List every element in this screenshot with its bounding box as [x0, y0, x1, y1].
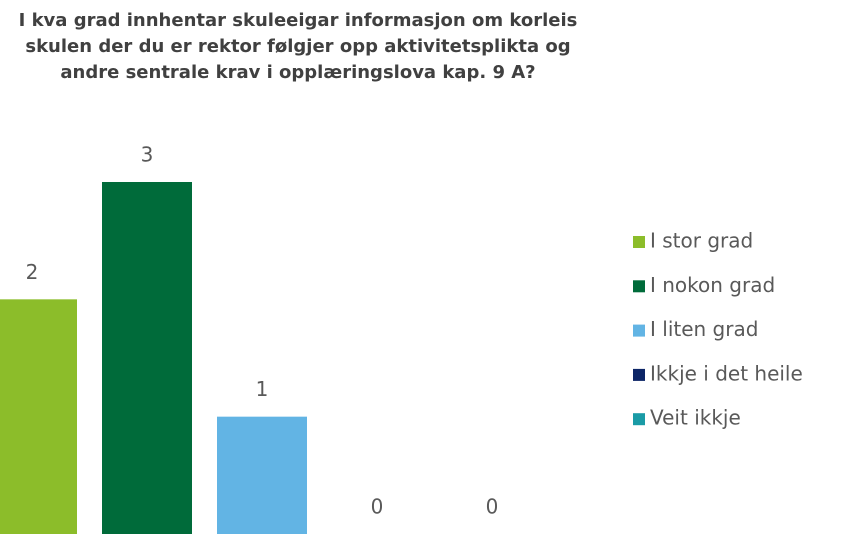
legend-label: Veit ikkje: [650, 406, 741, 430]
data-label: 1: [256, 377, 269, 401]
chart-title: I kva grad innhentar skuleeigar informas…: [18, 10, 578, 83]
legend-swatch: [633, 280, 645, 293]
legend-label: I stor grad: [650, 229, 753, 253]
bar: [102, 182, 192, 534]
bar: [217, 416, 307, 534]
data-label: 3: [141, 143, 154, 167]
legend-swatch: [633, 236, 645, 248]
legend-label: I liten grad: [650, 317, 758, 341]
legend-label: I nokon grad: [650, 273, 775, 297]
legend-swatch: [633, 368, 645, 381]
data-label: 0: [486, 495, 499, 519]
data-label: 2: [26, 260, 39, 284]
bar: [0, 299, 77, 534]
legend-swatch: [633, 413, 645, 426]
legend-swatch: [633, 324, 645, 337]
data-label: 0: [371, 495, 384, 519]
legend-label: Ikkje i det heile: [650, 361, 803, 385]
